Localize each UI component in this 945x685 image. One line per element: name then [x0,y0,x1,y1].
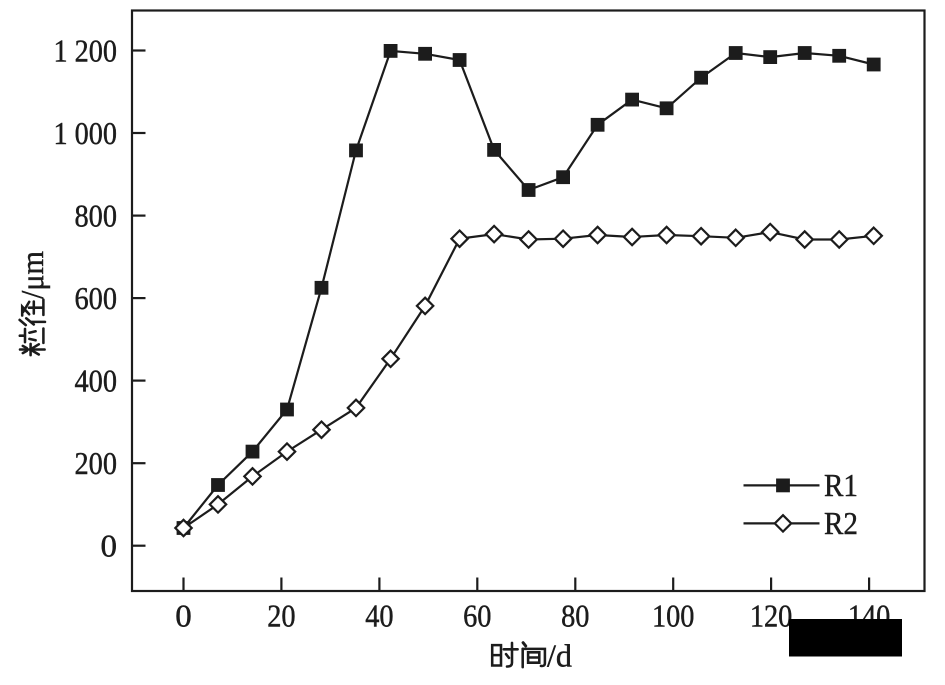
svg-text:0: 0 [175,599,192,634]
svg-text:1 200: 1 200 [54,33,118,68]
svg-text:120: 120 [750,599,793,634]
svg-text:/d: /d [547,639,572,674]
svg-text:40: 40 [365,599,393,634]
svg-text:200: 200 [75,446,118,481]
svg-text:100: 100 [652,599,695,634]
svg-text:60: 60 [463,599,491,634]
svg-text:800: 800 [75,199,118,234]
svg-text:R1: R1 [824,468,858,503]
svg-text:0: 0 [101,529,118,564]
svg-text:400: 400 [75,364,118,399]
svg-text:80: 80 [561,599,589,634]
svg-text:20: 20 [267,599,295,634]
svg-text:1 000: 1 000 [54,116,118,151]
svg-text:600: 600 [75,281,118,316]
svg-text:R2: R2 [824,506,858,541]
svg-text:/μm: /μm [15,251,50,299]
